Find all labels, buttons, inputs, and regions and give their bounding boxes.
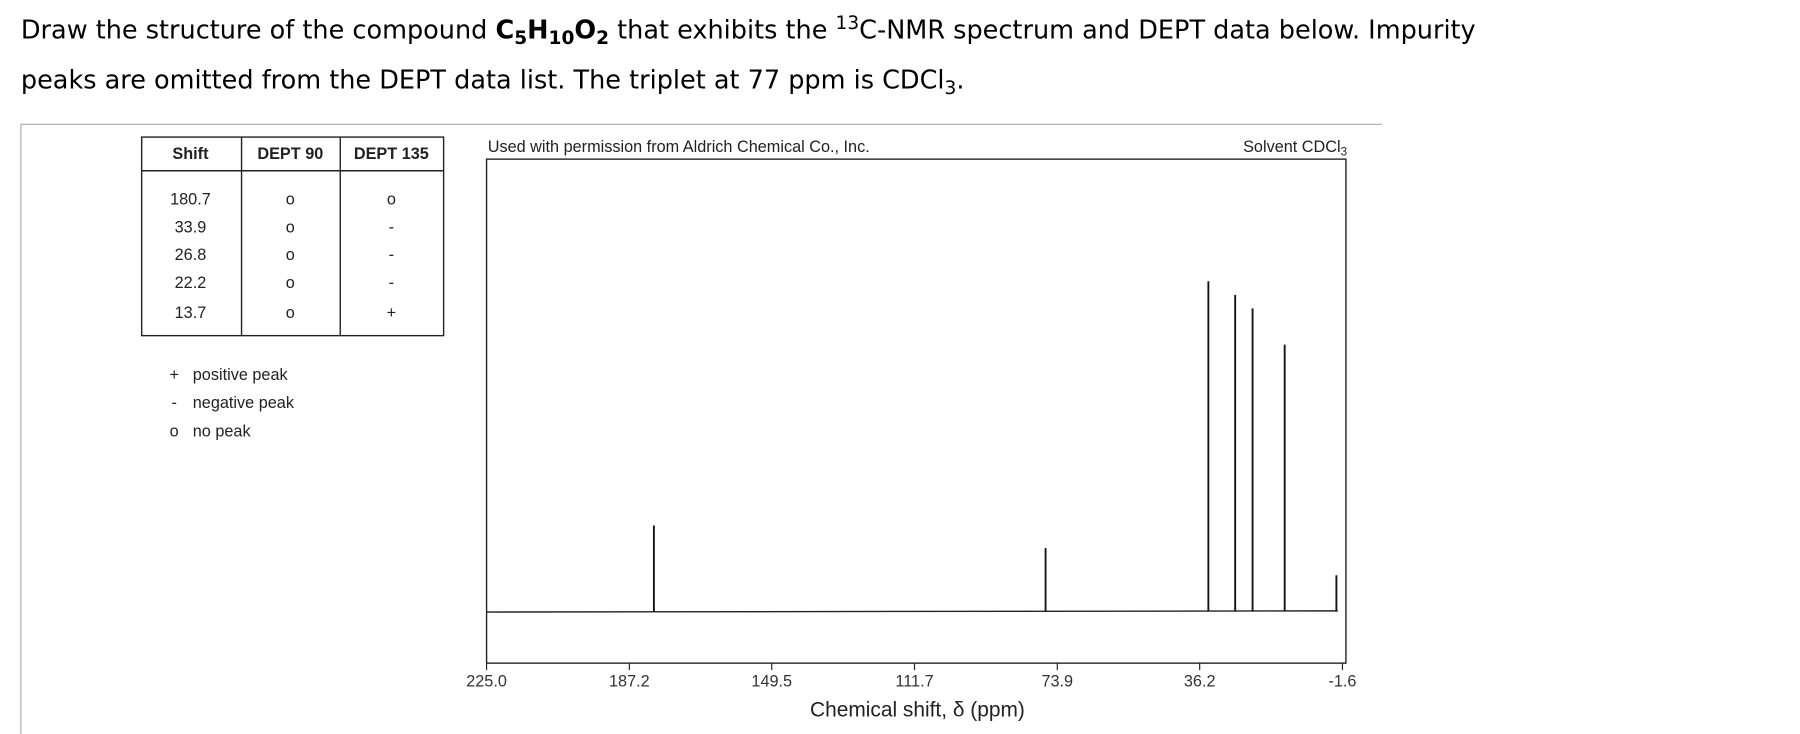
legend-text: no peak [193, 423, 252, 441]
question-text: 3 [945, 78, 957, 99]
table-cell: 13.7 [175, 304, 207, 322]
legend-symbol: - [171, 394, 176, 412]
question-text: Draw the structure of the compound [21, 15, 496, 45]
table-cell: 26.8 [175, 246, 207, 264]
legend-text: positive peak [193, 366, 289, 384]
table-cell: o [387, 190, 396, 208]
table-cell: o [286, 218, 295, 236]
x-tick-label: 225.0 [466, 672, 507, 690]
table-cell: o [286, 190, 295, 208]
plot-frame [485, 158, 1347, 664]
x-tick-label: 111.7 [895, 672, 933, 690]
table-cell: o [286, 246, 295, 264]
question-text: 5 [514, 28, 527, 49]
table-cell: 22.2 [175, 274, 207, 292]
question-text: O [574, 15, 596, 45]
x-axis-label: Chemical shift, δ (ppm) [810, 699, 1025, 722]
dept-table [140, 136, 445, 337]
table-cell: - [389, 274, 394, 292]
table-cell: - [389, 218, 394, 236]
table-cell: o [286, 304, 295, 322]
x-tick-label: 73.9 [1041, 672, 1073, 690]
table-header: Shift [172, 145, 209, 163]
solvent-text: Solvent CDCl [1243, 138, 1341, 156]
question-text: 10 [549, 28, 575, 49]
table-header: DEPT 90 [257, 145, 323, 163]
table-cell: + [387, 304, 396, 322]
x-tick-label: 36.2 [1184, 672, 1216, 690]
x-tick-label: 149.5 [751, 672, 792, 690]
table-cell: o [286, 274, 295, 292]
question-text: . [956, 65, 964, 95]
table-header: DEPT 135 [354, 145, 429, 163]
table-cell: - [389, 246, 394, 264]
solvent-label: Solvent CDCl3 [1243, 138, 1347, 158]
x-tick-label: 187.2 [609, 672, 650, 690]
legend-text: negative peak [193, 394, 295, 412]
question-text: C-NMR spectrum and DEPT data below. Impu… [859, 15, 1476, 45]
question-text: that exhibits the [609, 15, 835, 45]
question-text: 13 [836, 13, 860, 34]
baseline [486, 610, 1338, 613]
question-text: C [495, 15, 514, 45]
x-tick-label: -1.6 [1328, 672, 1356, 690]
table-cell: 180.7 [170, 190, 211, 208]
legend-symbol: + [169, 366, 179, 384]
table-border [140, 136, 445, 337]
question-text: H [527, 15, 548, 45]
solvent-text: 3 [1341, 146, 1347, 159]
credit: Used with permission from Aldrich Chemic… [488, 138, 870, 156]
question-text: peaks are omitted from the DEPT data lis… [21, 65, 945, 95]
table-cell: 33.9 [175, 218, 207, 236]
question-line: peaks are omitted from the DEPT data lis… [21, 65, 965, 99]
question-text: 2 [596, 28, 609, 49]
legend-symbol: o [170, 423, 179, 441]
question-line: Draw the structure of the compound C5H10… [21, 13, 1476, 49]
